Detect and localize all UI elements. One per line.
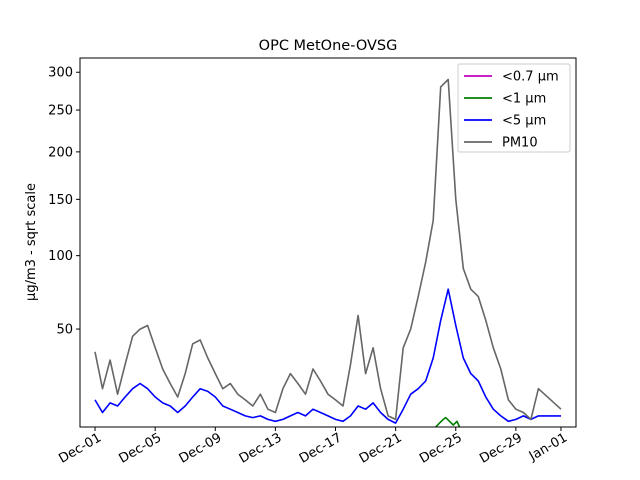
series-line-2 — [94, 288, 561, 424]
series-line-3 — [94, 78, 562, 421]
legend-label-2: <5 µm — [502, 114, 546, 129]
series-line-1 — [435, 416, 461, 427]
legend-label-1: <1 µm — [502, 92, 546, 107]
legend-box — [457, 63, 571, 153]
plot-frame — [79, 57, 577, 428]
y-tick-label: 150 — [48, 193, 73, 208]
y-tick-label: 100 — [48, 249, 73, 264]
y-tick-label: 300 — [48, 66, 73, 81]
legend: <0.7 µm <1 µm <5 µm PM10 — [457, 63, 571, 153]
legend-label-0: <0.7 µm — [502, 70, 559, 85]
y-tick-label: 250 — [48, 104, 73, 119]
y-tick-label: 200 — [48, 145, 73, 160]
y-axis-label: µg/m3 - sqrt scale — [24, 183, 39, 301]
y-tick-label: 50 — [56, 323, 73, 338]
chart-title: OPC MetOne-OVSG — [259, 38, 398, 54]
legend-label-3: PM10 — [502, 136, 538, 151]
plot-lines — [94, 78, 562, 427]
